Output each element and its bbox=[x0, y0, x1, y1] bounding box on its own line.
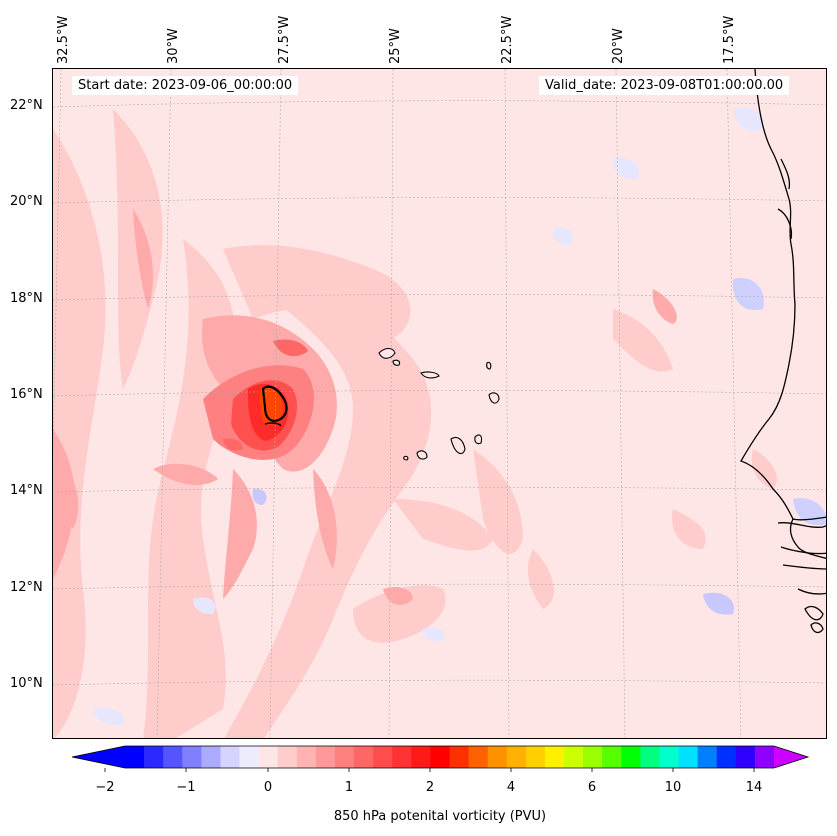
colorbar-swatch bbox=[411, 746, 431, 768]
colorbar-swatch bbox=[506, 746, 527, 768]
lon-label-32-5w: 32.5°W bbox=[56, 15, 71, 64]
colorbar-swatch bbox=[678, 746, 699, 768]
colorbar-swatch bbox=[602, 746, 622, 768]
start-date-label: Start date: 2023-09-06_00:00:00 bbox=[72, 76, 299, 95]
colorbar-title: 850 hPa potenital vorticity (PVU) bbox=[333, 809, 547, 824]
lon-label-27-5w: 27.5°W bbox=[277, 15, 292, 64]
pv-contour-strong-core bbox=[203, 339, 314, 460]
colorbar bbox=[71, 745, 810, 772]
storm-contour-line-small bbox=[264, 422, 282, 427]
colorbar-swatch bbox=[296, 746, 317, 768]
colorbar-swatch bbox=[277, 746, 298, 768]
colorbar-swatch bbox=[487, 746, 508, 768]
colorbar-swatch bbox=[220, 746, 241, 768]
pv-contour-negative-patches bbox=[93, 107, 826, 725]
colorbar-tick-label: 2 bbox=[425, 780, 435, 795]
colorbar-swatch bbox=[163, 746, 183, 768]
colorbar-swatch bbox=[621, 746, 641, 768]
lon-label-30w: 30°W bbox=[166, 28, 181, 64]
colorbar-swatch bbox=[640, 746, 660, 768]
lat-label-14n: 14°N bbox=[10, 483, 43, 498]
lon-label-17-5w: 17.5°W bbox=[722, 15, 737, 64]
lat-label-22n: 22°N bbox=[10, 98, 43, 113]
colorbar-swatch bbox=[544, 746, 565, 768]
colorbar-swatch bbox=[354, 746, 374, 768]
potential-vorticity-field bbox=[53, 69, 826, 738]
colorbar-swatch bbox=[449, 746, 470, 768]
colorbar-tick-label: 10 bbox=[664, 780, 682, 795]
colorbar-tick-label: −1 bbox=[176, 780, 196, 795]
colorbar-swatch bbox=[754, 746, 775, 768]
colorbar-tick-label: 4 bbox=[506, 780, 516, 795]
lon-label-20w: 20°W bbox=[611, 28, 626, 64]
colorbar-swatch bbox=[659, 746, 680, 768]
colorbar-tick-label: 0 bbox=[263, 780, 273, 795]
graticule bbox=[53, 69, 826, 738]
colorbar-swatch bbox=[373, 746, 393, 768]
colorbar-swatch bbox=[564, 746, 584, 768]
colorbar-tick-label: 14 bbox=[745, 780, 763, 795]
colorbar-swatch bbox=[697, 746, 718, 768]
lat-label-20n: 20°N bbox=[10, 194, 43, 209]
lat-label-12n: 12°N bbox=[10, 580, 43, 595]
colorbar-swatch bbox=[239, 746, 260, 768]
west-african-coastline bbox=[740, 69, 826, 634]
colorbar-swatch bbox=[468, 746, 489, 768]
colorbar-swatch bbox=[258, 746, 279, 768]
colorbar-swatch bbox=[144, 746, 164, 768]
lon-label-22-5w: 22.5°W bbox=[500, 15, 515, 64]
colorbar-extend-high bbox=[774, 746, 808, 768]
lon-label-25w: 25°W bbox=[388, 28, 403, 64]
lat-label-16n: 16°N bbox=[10, 387, 43, 402]
colorbar-swatch bbox=[201, 746, 221, 768]
colorbar-swatch bbox=[583, 746, 603, 768]
cabo-verde-islands bbox=[378, 347, 500, 461]
colorbar-tick-label: −2 bbox=[95, 780, 115, 795]
lat-label-10n: 10°N bbox=[10, 676, 43, 691]
lat-label-18n: 18°N bbox=[10, 291, 43, 306]
colorbar-swatch bbox=[735, 746, 756, 768]
colorbar-swatch bbox=[182, 746, 202, 768]
colorbar-swatch bbox=[392, 746, 412, 768]
storm-contour-line bbox=[261, 385, 288, 423]
colorbar-swatch bbox=[716, 746, 737, 768]
colorbar-tick-label: 1 bbox=[344, 780, 354, 795]
colorbar-outline bbox=[71, 745, 810, 769]
colorbar-extend-low bbox=[72, 746, 125, 768]
colorbar-swatch bbox=[430, 746, 450, 768]
colorbar-swatch bbox=[125, 746, 145, 768]
colorbar-swatch bbox=[315, 746, 336, 768]
colorbar-tick-label: 6 bbox=[587, 780, 597, 795]
colorbar-swatch bbox=[334, 746, 355, 768]
valid-date-label: Valid_date: 2023-09-08T01:00:00.00 bbox=[539, 76, 790, 95]
map-panel bbox=[52, 68, 827, 739]
colorbar-swatch bbox=[525, 746, 546, 768]
